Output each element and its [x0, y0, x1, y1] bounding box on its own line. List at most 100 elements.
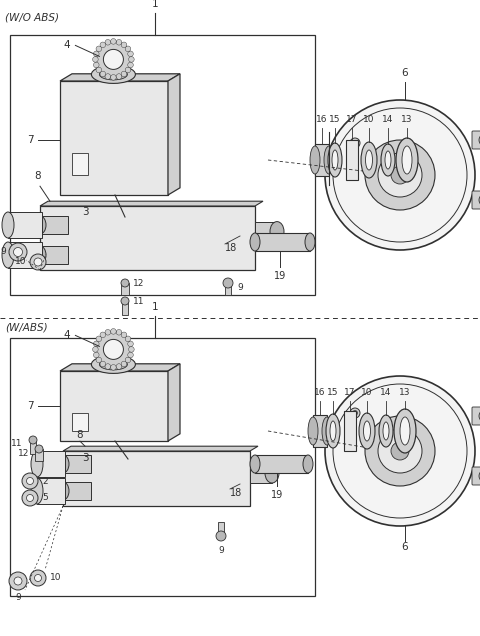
Ellipse shape	[91, 66, 135, 83]
Text: 13: 13	[401, 115, 413, 124]
Circle shape	[110, 74, 116, 80]
Ellipse shape	[361, 142, 377, 178]
Circle shape	[96, 357, 102, 363]
Ellipse shape	[270, 221, 284, 242]
Polygon shape	[63, 446, 258, 451]
Circle shape	[103, 340, 123, 359]
Circle shape	[100, 361, 106, 367]
Ellipse shape	[31, 451, 43, 477]
Circle shape	[13, 247, 23, 256]
FancyBboxPatch shape	[472, 191, 480, 209]
Text: 10: 10	[50, 574, 61, 583]
Circle shape	[121, 71, 127, 77]
Circle shape	[125, 46, 131, 52]
Ellipse shape	[305, 233, 315, 251]
Circle shape	[26, 495, 34, 502]
Circle shape	[30, 570, 46, 586]
Text: 1: 1	[152, 0, 158, 9]
Text: 15: 15	[329, 115, 341, 124]
Circle shape	[125, 357, 131, 363]
Circle shape	[479, 410, 480, 422]
Circle shape	[125, 336, 131, 342]
Text: 19: 19	[271, 490, 283, 500]
Ellipse shape	[328, 143, 342, 177]
Bar	[315, 144, 329, 176]
Text: 9: 9	[218, 546, 224, 555]
Ellipse shape	[265, 463, 279, 483]
Circle shape	[479, 470, 480, 482]
Ellipse shape	[330, 421, 336, 441]
Circle shape	[350, 138, 360, 148]
Circle shape	[223, 278, 233, 288]
Ellipse shape	[363, 421, 371, 441]
Circle shape	[479, 194, 480, 206]
Circle shape	[22, 473, 38, 489]
Ellipse shape	[107, 71, 120, 78]
Text: 9: 9	[237, 284, 243, 293]
Bar	[72, 153, 88, 175]
Ellipse shape	[99, 69, 127, 80]
Bar	[40, 206, 255, 270]
Text: (W/O ABS): (W/O ABS)	[5, 12, 59, 22]
Ellipse shape	[303, 455, 313, 473]
Text: 9: 9	[15, 593, 21, 602]
Polygon shape	[168, 364, 180, 441]
Circle shape	[26, 478, 34, 485]
Circle shape	[9, 572, 27, 590]
Circle shape	[128, 62, 133, 68]
Circle shape	[116, 39, 122, 45]
Bar	[255, 455, 308, 473]
Ellipse shape	[400, 417, 410, 445]
Text: 8: 8	[35, 171, 41, 181]
Bar	[225, 283, 231, 295]
Circle shape	[96, 46, 102, 52]
Bar	[37, 451, 65, 477]
Circle shape	[100, 332, 106, 338]
Circle shape	[391, 166, 409, 184]
Text: 11: 11	[133, 296, 144, 305]
Text: (W/ABS): (W/ABS)	[5, 322, 48, 332]
Ellipse shape	[396, 138, 418, 182]
Bar	[250, 463, 272, 483]
Ellipse shape	[326, 414, 340, 448]
Ellipse shape	[310, 146, 320, 174]
Circle shape	[105, 74, 110, 80]
Bar	[37, 478, 65, 504]
Text: 13: 13	[399, 388, 411, 397]
Circle shape	[116, 329, 122, 335]
Circle shape	[100, 71, 106, 77]
Text: 14: 14	[380, 388, 392, 397]
Text: 4: 4	[64, 330, 71, 340]
Circle shape	[96, 331, 132, 368]
Ellipse shape	[57, 455, 69, 473]
Circle shape	[128, 341, 133, 347]
Text: 6: 6	[402, 68, 408, 78]
Polygon shape	[60, 74, 180, 81]
Circle shape	[128, 352, 133, 358]
Circle shape	[94, 62, 99, 68]
Text: 19: 19	[274, 271, 286, 281]
Ellipse shape	[250, 233, 260, 251]
Ellipse shape	[365, 150, 372, 170]
Circle shape	[29, 436, 37, 444]
Bar	[60, 371, 168, 441]
Circle shape	[94, 341, 99, 347]
Circle shape	[378, 153, 422, 197]
Text: 17: 17	[346, 115, 358, 124]
Circle shape	[122, 217, 132, 227]
Text: 16: 16	[316, 115, 328, 124]
Text: 2: 2	[42, 476, 48, 485]
Text: 7: 7	[27, 401, 34, 411]
Circle shape	[105, 39, 110, 45]
Ellipse shape	[381, 144, 395, 176]
Circle shape	[35, 574, 41, 581]
Bar	[60, 81, 168, 195]
Text: 10: 10	[361, 388, 373, 397]
Circle shape	[350, 408, 360, 418]
Ellipse shape	[34, 246, 46, 264]
Circle shape	[110, 364, 116, 370]
Bar	[63, 451, 250, 506]
Text: 8: 8	[77, 430, 84, 440]
Bar	[346, 140, 358, 180]
Circle shape	[325, 100, 475, 250]
